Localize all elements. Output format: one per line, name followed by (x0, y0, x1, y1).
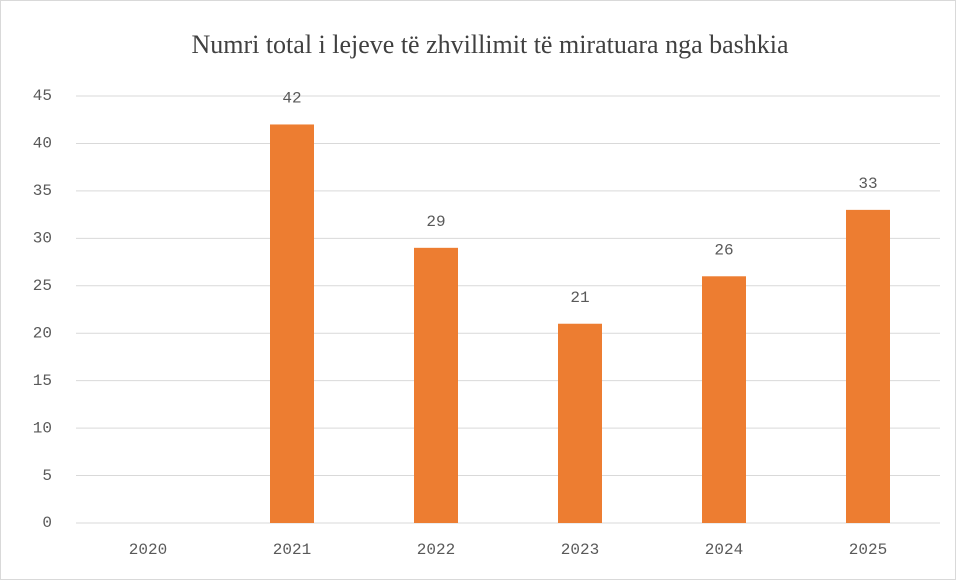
data-label: 21 (570, 289, 589, 307)
y-tick-label: 35 (33, 182, 52, 200)
y-tick-label: 0 (42, 514, 52, 532)
y-tick-label: 25 (33, 277, 52, 295)
x-tick-label: 2024 (705, 541, 743, 559)
data-label: 29 (426, 213, 445, 231)
y-tick-label: 20 (33, 324, 52, 342)
bar (558, 323, 602, 523)
data-label: 33 (858, 175, 877, 193)
data-label: 26 (714, 242, 733, 260)
x-tick-label: 2022 (417, 541, 455, 559)
y-tick-label: 10 (33, 419, 52, 437)
x-tick-label: 2020 (129, 541, 167, 559)
x-tick-label: 2023 (561, 541, 599, 559)
y-tick-label: 5 (42, 467, 52, 485)
y-tick-label: 40 (33, 135, 52, 153)
bar (846, 209, 890, 523)
chart-title: Numri total i lejeve të zhvillimit të mi… (191, 30, 789, 59)
bar (702, 276, 746, 523)
bar (270, 124, 314, 523)
data-label: 42 (282, 90, 301, 108)
bar (414, 247, 458, 524)
y-tick-label: 15 (33, 372, 52, 390)
x-tick-label: 2021 (273, 541, 311, 559)
y-tick-label: 45 (33, 87, 52, 105)
y-tick-label: 30 (33, 230, 52, 248)
x-tick-label: 2025 (849, 541, 887, 559)
